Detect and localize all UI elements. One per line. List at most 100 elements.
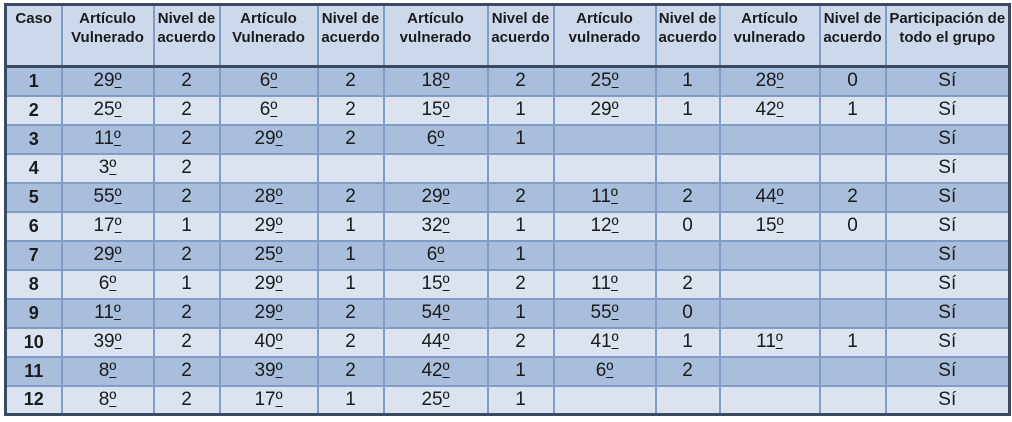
table-cell: 39º (60, 326, 155, 358)
table-cell (818, 123, 887, 155)
column-header-0: Caso (4, 3, 63, 68)
table-cell: 8º (60, 384, 155, 416)
table-cell: 2 (486, 181, 555, 213)
table-cell: 40º (218, 326, 319, 358)
table-cell: 11º (718, 326, 821, 358)
table-row-8: 8 6º 1 29º 1 15º 2 11º 2 Sí (4, 268, 1011, 300)
column-header-5: Artículo vulnerado (382, 3, 489, 68)
table-cell: 11º (552, 268, 657, 300)
caso-number: 4 (4, 152, 63, 184)
table-cell: 11º (60, 123, 155, 155)
table-cell (818, 239, 887, 271)
table-cell: 2 (152, 94, 221, 126)
table-cell (718, 384, 821, 416)
table-cell: 0 (654, 210, 721, 242)
table-cell: 1 (818, 326, 887, 358)
ordinal-indicator: º (776, 70, 784, 92)
table-row-9: 9 11º 2 29º 2 54º 1 55º 0 Sí (4, 297, 1011, 329)
ordinal-indicator: º (606, 360, 614, 381)
table-row-12: 12 8º 2 17º 1 25º 1 Sí (4, 384, 1011, 416)
ordinal-indicator: º (610, 273, 618, 294)
table-cell: 17º (218, 384, 319, 416)
ordinal-indicator: º (442, 388, 450, 410)
ordinal-indicator: º (776, 215, 784, 236)
table-cell (718, 152, 821, 184)
column-header-3: Artículo Vulnerado (218, 3, 319, 68)
table-cell: 2 (316, 94, 385, 126)
table-cell (552, 152, 657, 184)
table-cell: 44º (718, 181, 821, 213)
table-cell: 2 (654, 181, 721, 213)
table-cell: 6º (552, 355, 657, 387)
ordinal-indicator: º (442, 186, 450, 207)
caso-number: 10 (4, 326, 63, 358)
table-cell: Sí (884, 210, 1011, 242)
table-header: Caso Artículo Vulnerado Nivel de acuerdo Ar… (4, 3, 1011, 68)
table-cell: 2 (316, 123, 385, 155)
ordinal-indicator: º (109, 157, 117, 178)
ordinal-indicator: º (442, 331, 450, 352)
table-cell: Sí (884, 123, 1011, 155)
table-cell: Sí (884, 181, 1011, 213)
table-cell: 1 (654, 65, 721, 97)
ordinal-indicator: º (776, 186, 784, 207)
table-cell: 1 (486, 123, 555, 155)
table-cell: 1 (654, 326, 721, 358)
ordinal-indicator: º (776, 99, 784, 120)
table-cell: 2 (316, 326, 385, 358)
ordinal-indicator: º (442, 273, 450, 294)
ordinal-indicator: º (611, 302, 619, 323)
ordinal-indicator: º (114, 331, 122, 352)
table-cell: 1 (486, 297, 555, 329)
cases-table: Caso Artículo Vulnerado Nivel de acuerdo Ar… (4, 3, 1011, 416)
table-cell: 2 (152, 239, 221, 271)
ordinal-indicator: º (275, 302, 283, 323)
ordinal-indicator: º (442, 302, 450, 323)
caso-number: 2 (4, 94, 63, 126)
table-cell: 25º (60, 94, 155, 126)
ordinal-indicator: º (442, 360, 450, 381)
ordinal-indicator: º (611, 331, 619, 352)
table-cell (718, 239, 821, 271)
table-cell (654, 384, 721, 416)
table-cell: 54º (382, 297, 489, 329)
table-cell: 1 (654, 94, 721, 126)
table-cell (818, 384, 887, 416)
ordinal-indicator: º (611, 70, 619, 92)
ordinal-indicator: º (275, 215, 283, 236)
table-row-4: 4 3º 2 Sí (4, 152, 1011, 184)
table-cell: 6º (218, 94, 319, 126)
table-cell: 2 (152, 65, 221, 97)
table-cell: 1 (818, 94, 887, 126)
table-cell: 0 (654, 297, 721, 329)
table-cell: 29º (218, 210, 319, 242)
table-cell: 2 (152, 181, 221, 213)
table-cell: 1 (316, 239, 385, 271)
table-cell: 39º (218, 355, 319, 387)
column-header-1: Artículo Vulnerado (60, 3, 155, 68)
table-cell: 2 (486, 65, 555, 97)
table-cell: 29º (60, 65, 155, 97)
table-cell: 2 (654, 355, 721, 387)
table-cell: 1 (316, 268, 385, 300)
table-cell: 3º (60, 152, 155, 184)
table-cell: 1 (486, 239, 555, 271)
table-cell: 29º (218, 268, 319, 300)
ordinal-indicator: º (611, 99, 619, 120)
table-cell: 29º (382, 181, 489, 213)
table-cell: Sí (884, 239, 1011, 271)
ordinal-indicator: º (275, 273, 283, 294)
header-row: Caso Artículo Vulnerado Nivel de acuerdo Ar… (4, 3, 1011, 68)
ordinal-indicator: º (442, 99, 450, 120)
ordinal-indicator: º (114, 244, 122, 265)
column-header-7: Artículo vulnerado (552, 3, 657, 68)
ordinal-indicator: º (275, 244, 283, 265)
table-cell: 2 (152, 384, 221, 416)
table-cell: 2 (316, 181, 385, 213)
ordinal-indicator: º (113, 302, 121, 323)
table-cell: 28º (218, 181, 319, 213)
table-cell (718, 297, 821, 329)
table-cell (552, 123, 657, 155)
column-header-11: Participación de todo el grupo (884, 3, 1011, 68)
table-cell (552, 384, 657, 416)
